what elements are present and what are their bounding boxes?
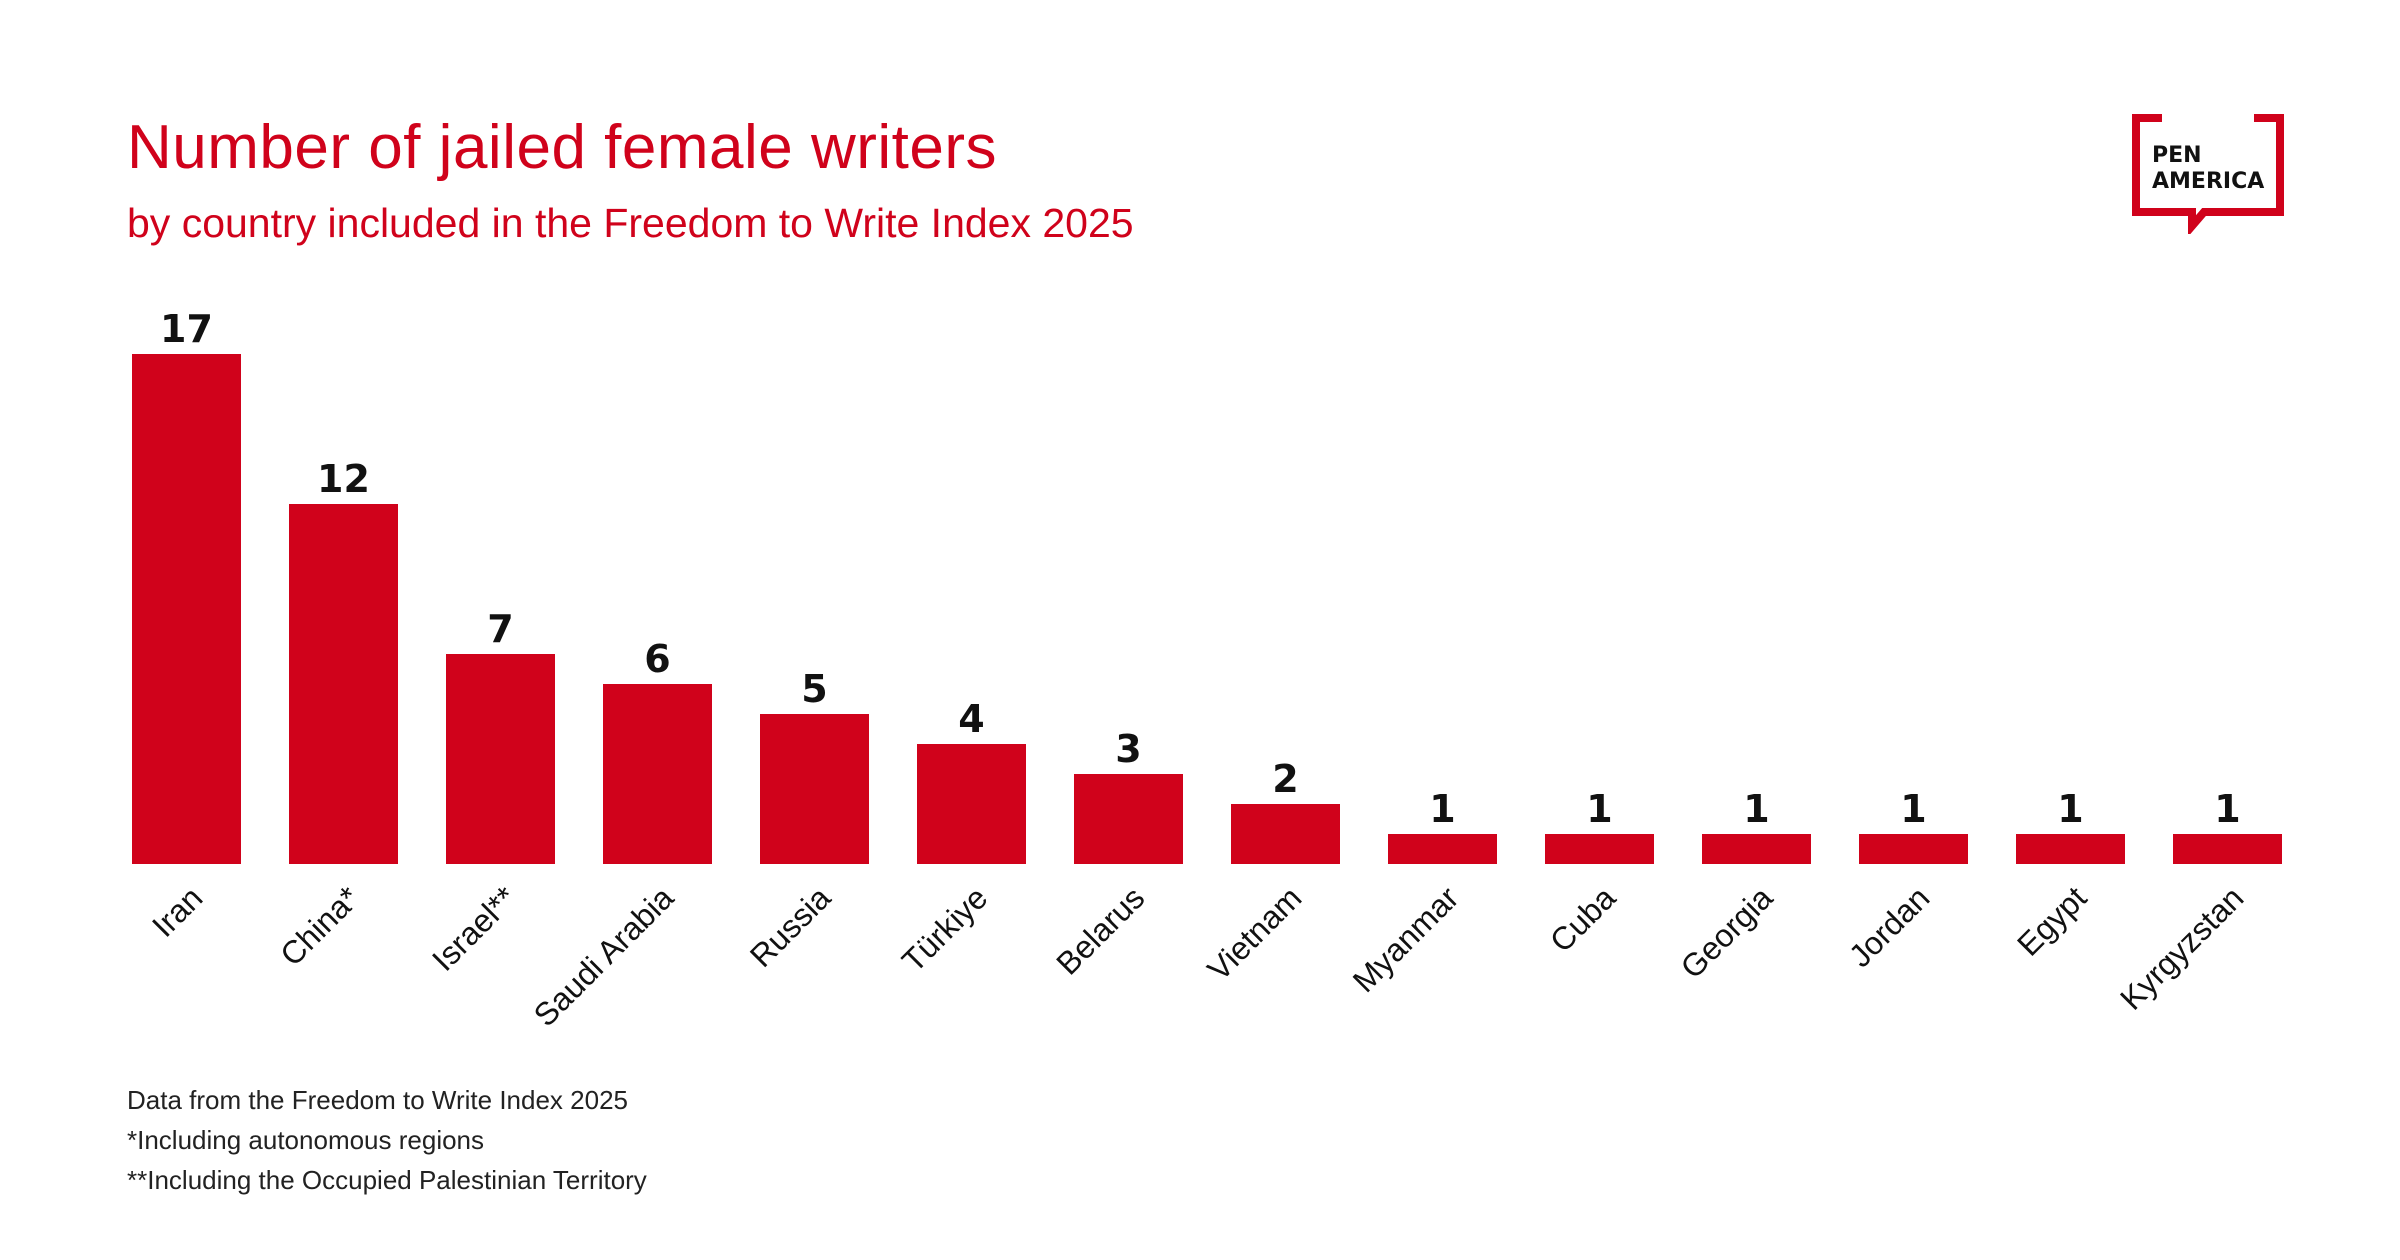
logo-line-1: PEN bbox=[2152, 143, 2202, 168]
category-label-myanmar: Myanmar bbox=[1346, 879, 1466, 999]
value-label-kyrgyzstan: 1 bbox=[2214, 787, 2240, 831]
category-label-china: China* bbox=[273, 879, 366, 972]
category-label-israel: Israel** bbox=[425, 879, 523, 977]
value-label-egypt: 1 bbox=[2057, 787, 2083, 831]
value-label-jordan: 1 bbox=[1900, 787, 1926, 831]
value-label-georgia: 1 bbox=[1743, 787, 1769, 831]
category-label-georgia: Georgia bbox=[1673, 879, 1779, 985]
pen-america-logo: PEN AMERICA bbox=[2132, 114, 2284, 234]
bar-cuba bbox=[1545, 834, 1654, 864]
footnote-occupied-territory: **Including the Occupied Palestinian Ter… bbox=[127, 1165, 647, 1195]
category-label-iran: Iran bbox=[145, 879, 209, 943]
logo-speech-bubble-icon bbox=[2132, 114, 2284, 234]
category-label-egypt: Egypt bbox=[2010, 879, 2093, 962]
bars-group bbox=[132, 354, 2282, 864]
value-label-t-rkiye: 4 bbox=[958, 697, 984, 741]
bar-georgia bbox=[1702, 834, 1811, 864]
bar-belarus bbox=[1074, 774, 1183, 864]
bar-russia bbox=[760, 714, 869, 864]
bar-israel bbox=[446, 654, 555, 864]
chart-subtitle: by country included in the Freedom to Wr… bbox=[127, 200, 1134, 246]
source-note: Data from the Freedom to Write Index 202… bbox=[127, 1085, 628, 1115]
value-label-saudi-arabia: 6 bbox=[644, 637, 670, 681]
category-label-vietnam: Vietnam bbox=[1200, 879, 1308, 987]
category-label-belarus: Belarus bbox=[1049, 879, 1151, 981]
bar-kyrgyzstan bbox=[2173, 834, 2282, 864]
value-label-cuba: 1 bbox=[1586, 787, 1612, 831]
value-label-vietnam: 2 bbox=[1272, 757, 1298, 801]
value-label-myanmar: 1 bbox=[1429, 787, 1455, 831]
value-label-belarus: 3 bbox=[1115, 727, 1141, 771]
bar-egypt bbox=[2016, 834, 2125, 864]
value-label-israel: 7 bbox=[487, 607, 513, 651]
category-label-cuba: Cuba bbox=[1543, 879, 1623, 959]
footnote-autonomous-regions: *Including autonomous regions bbox=[127, 1125, 485, 1155]
logo-line-2: AMERICA bbox=[2152, 169, 2264, 194]
bar-vietnam bbox=[1231, 804, 1340, 864]
category-label-kyrgyzstan: Kyrgyzstan bbox=[2113, 879, 2250, 1016]
value-label-iran: 17 bbox=[160, 307, 213, 351]
footnotes: Data from the Freedom to Write Index 202… bbox=[127, 1080, 647, 1200]
value-labels-group: 17 12 7 6 5 4 3 2 1 1 1 1 1 1 bbox=[160, 307, 2241, 831]
bar-t-rkiye bbox=[917, 744, 1026, 864]
category-label-t-rkiye: Türkiye bbox=[895, 879, 995, 979]
value-label-china: 12 bbox=[317, 457, 370, 501]
category-label-jordan: Jordan bbox=[1842, 879, 1937, 974]
value-label-russia: 5 bbox=[801, 667, 827, 711]
bar-myanmar bbox=[1388, 834, 1497, 864]
category-label-saudi-arabia: Saudi Arabia bbox=[527, 879, 681, 1033]
category-label-russia: Russia bbox=[743, 879, 838, 974]
bar-jordan bbox=[1859, 834, 1968, 864]
bar-saudi-arabia bbox=[603, 684, 712, 864]
bar-iran bbox=[132, 354, 241, 864]
bar-china bbox=[289, 504, 398, 864]
category-labels-group: Iran China* Israel** Saudi Arabia Russia Türk… bbox=[145, 879, 2250, 1033]
chart-title: Number of jailed female writers bbox=[127, 113, 998, 182]
